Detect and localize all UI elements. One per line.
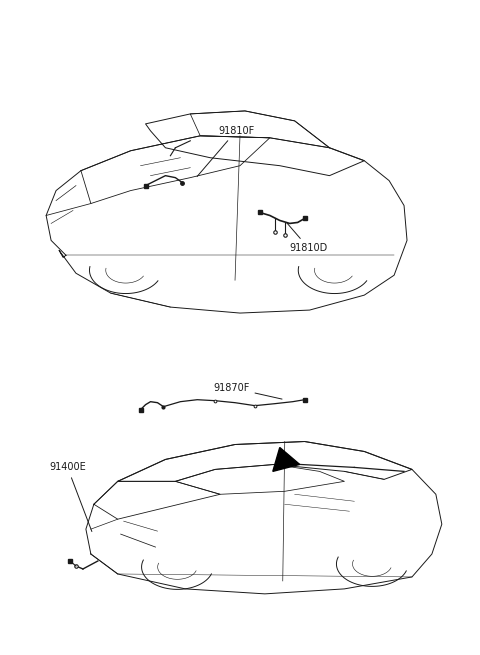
Text: 91810D: 91810D — [287, 223, 328, 253]
Text: 91870F: 91870F — [213, 383, 282, 399]
Text: 91810F: 91810F — [197, 126, 254, 177]
Polygon shape — [273, 447, 300, 472]
Text: 91400E: 91400E — [49, 462, 92, 531]
